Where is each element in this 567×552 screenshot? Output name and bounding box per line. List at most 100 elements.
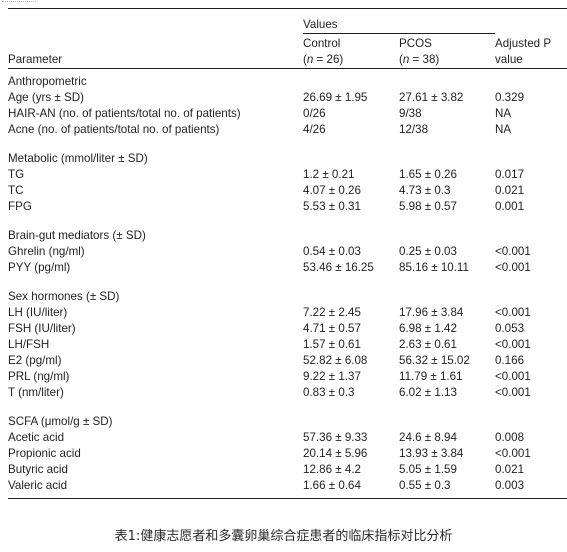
- control-value-cell: 1.2 ± 0.21: [303, 168, 355, 182]
- p-value-cell: 0.017: [495, 168, 525, 182]
- p-value-cell: 0.021: [495, 463, 525, 477]
- pcos-header: PCOS (n = 38): [399, 33, 495, 69]
- section-title: SCFA (μmol/g ± SD): [8, 415, 113, 429]
- p-value-cell: 0.008: [495, 431, 525, 445]
- control-value-cell: 0.83 ± 0.3: [303, 386, 355, 400]
- comparison-table: Values Parameter Control (n = 26) PCOS (…: [8, 8, 567, 499]
- p-value-cell: <0.001: [495, 386, 531, 400]
- control-value-cell: 4.71 ± 0.57: [303, 322, 361, 336]
- control-value-cell: 12.86 ± 4.2: [303, 463, 361, 477]
- parameter-cell: PYY (pg/ml): [8, 261, 71, 275]
- table-row: LH (IU/liter) 7.22 ± 2.45 17.96 ± 3.84 <0.0…: [8, 305, 567, 321]
- table-row: HAIR-AN (no. of patients/total no. of pa…: [8, 106, 567, 122]
- control-value-cell: 20.14 ± 5.96: [303, 447, 368, 461]
- parameter-header: Parameter: [8, 33, 303, 69]
- pcos-header-label: PCOS: [399, 37, 432, 51]
- pcos-value-cell: 6.98 ± 1.42: [399, 322, 457, 336]
- pcos-value-cell: 9/38: [399, 107, 422, 121]
- pcos-value-cell: 5.98 ± 0.57: [399, 200, 457, 214]
- control-value-cell: 4/26: [303, 123, 326, 137]
- table-row: T (nm/liter) 0.83 ± 0.3 6.02 ± 1.13 <0.001: [8, 385, 567, 401]
- pcos-value-cell: 11.79 ± 1.61: [399, 370, 463, 384]
- parameter-cell: FPG: [8, 200, 32, 214]
- table-row: E2 (pg/ml) 52.82 ± 6.08 56.32 ± 15.02 0.166: [8, 353, 567, 369]
- control-value-cell: 52.82 ± 6.08: [303, 354, 368, 368]
- table-bottom-rule: [8, 494, 567, 499]
- table-row: Ghrelin (ng/ml) 0.54 ± 0.03 0.25 ± 0.03 <0.…: [8, 244, 567, 260]
- section-gap: [8, 215, 567, 228]
- section-title: Metabolic (mmol/liter ± SD): [8, 152, 148, 166]
- table-row: Butyric acid 12.86 ± 4.2 5.05 ± 1.59 0.021: [8, 462, 567, 478]
- parameter-cell: Butyric acid: [8, 463, 68, 477]
- control-header: Control (n = 26): [303, 33, 399, 69]
- control-value-cell: 57.36 ± 9.33: [303, 431, 368, 445]
- table-row: Acne (no. of patients/total no. of patie…: [8, 122, 567, 138]
- control-value-cell: 0.54 ± 0.03: [303, 245, 361, 259]
- pcos-value-cell: 0.25 ± 0.03: [399, 245, 457, 259]
- table-row: Age (yrs ± SD) 26.69 ± 1.95 27.61 ± 3.82 0.…: [8, 90, 567, 106]
- section-heading-row: Brain-gut mediators (± SD): [8, 228, 567, 244]
- pcos-value-cell: 4.73 ± 0.3: [399, 184, 451, 198]
- section-title: Sex hormones (± SD): [8, 290, 120, 304]
- pcos-value-cell: 27.61 ± 3.82: [399, 91, 464, 105]
- pcos-value-cell: 2.63 ± 0.61: [399, 338, 457, 352]
- table-body: Anthropometric Age (yrs ± SD) 26.69 ± 1.95…: [8, 69, 567, 499]
- parameter-cell: LH (IU/liter): [8, 306, 68, 320]
- table-caption: 表1:健康志愿者和多囊卵巢综合症患者的临床指标对比分析: [114, 529, 453, 544]
- p-value-cell: 0.021: [495, 184, 525, 198]
- table-row: Acetic acid 57.36 ± 9.33 24.6 ± 8.94 0.008: [8, 430, 567, 446]
- pvalue-header-line1: Adjusted P: [495, 37, 552, 51]
- section-heading-row: Sex hormones (± SD): [8, 289, 567, 305]
- parameter-cell: Valeric acid: [8, 479, 68, 493]
- pcos-value-cell: 1.65 ± 0.26: [399, 168, 457, 182]
- parameter-cell: HAIR-AN (no. of patients/total no. of pa…: [8, 107, 241, 121]
- p-value-cell: 0.329: [495, 91, 525, 105]
- section-gap: [8, 276, 567, 289]
- table-row: FSH (IU/liter) 4.71 ± 0.57 6.98 ± 1.42 0.05…: [8, 321, 567, 337]
- parameter-cell: Acne (no. of patients/total no. of patie…: [8, 123, 220, 137]
- control-header-count: (n = 26): [303, 53, 344, 67]
- control-value-cell: 1.66 ± 0.64: [303, 479, 361, 493]
- p-value-cell: <0.001: [495, 447, 531, 461]
- table-row: Valeric acid 1.66 ± 0.64 0.55 ± 0.3 0.003: [8, 478, 567, 494]
- pcos-header-count: (n = 38): [399, 53, 440, 67]
- control-value-cell: 5.53 ± 0.31: [303, 200, 361, 214]
- section-title: Brain-gut mediators (± SD): [8, 229, 146, 243]
- parameter-cell: TG: [8, 168, 25, 182]
- header-spacer: [495, 16, 567, 34]
- values-header: Values: [303, 16, 495, 34]
- pvalue-header: Adjusted P value: [495, 33, 567, 69]
- p-value-cell: <0.001: [495, 261, 531, 275]
- section-heading-row: Metabolic (mmol/liter ± SD): [8, 151, 567, 167]
- parameter-cell: E2 (pg/ml): [8, 354, 62, 368]
- parameter-cell: Acetic acid: [8, 431, 65, 445]
- parameter-cell: PRL (ng/ml): [8, 370, 70, 384]
- pcos-value-cell: 85.16 ± 10.11: [399, 261, 469, 275]
- pcos-value-cell: 13.93 ± 3.84: [399, 447, 464, 461]
- parameter-cell: Ghrelin (ng/ml): [8, 245, 85, 259]
- section-heading-row: Anthropometric: [8, 74, 567, 90]
- control-value-cell: 0/26: [303, 107, 326, 121]
- control-value-cell: 4.07 ± 0.26: [303, 184, 361, 198]
- control-value-cell: 9.22 ± 1.37: [303, 370, 361, 384]
- header-spacer: [8, 16, 303, 34]
- p-value-cell: <0.001: [495, 306, 531, 320]
- table-row: FPG 5.53 ± 0.31 5.98 ± 0.57 0.001: [8, 199, 567, 215]
- table-row: PRL (ng/ml) 9.22 ± 1.37 11.79 ± 1.61 <0.001: [8, 369, 567, 385]
- parameter-cell: LH/FSH: [8, 338, 50, 352]
- p-value-cell: <0.001: [495, 245, 531, 259]
- parameter-cell: T (nm/liter): [8, 386, 64, 400]
- section-gap: [8, 138, 567, 151]
- parameter-cell: Age (yrs ± SD): [8, 91, 84, 105]
- table-row: Propionic acid 20.14 ± 5.96 13.93 ± 3.84 <0…: [8, 446, 567, 462]
- p-value-cell: 0.003: [495, 479, 525, 493]
- control-value-cell: 1.57 ± 0.61: [303, 338, 361, 352]
- pcos-value-cell: 5.05 ± 1.59: [399, 463, 457, 477]
- table-row: LH/FSH 1.57 ± 0.61 2.63 ± 0.61 <0.001: [8, 337, 567, 353]
- pcos-value-cell: 17.96 ± 3.84: [399, 306, 464, 320]
- p-value-cell: NA: [495, 123, 512, 137]
- table-row: TG 1.2 ± 0.21 1.65 ± 0.26 0.017: [8, 167, 567, 183]
- pvalue-header-line2: value: [495, 53, 523, 67]
- corner-mark: [2, 1, 36, 8]
- table-row: PYY (pg/ml) 53.46 ± 16.25 85.16 ± 10.11 <0.…: [8, 260, 567, 276]
